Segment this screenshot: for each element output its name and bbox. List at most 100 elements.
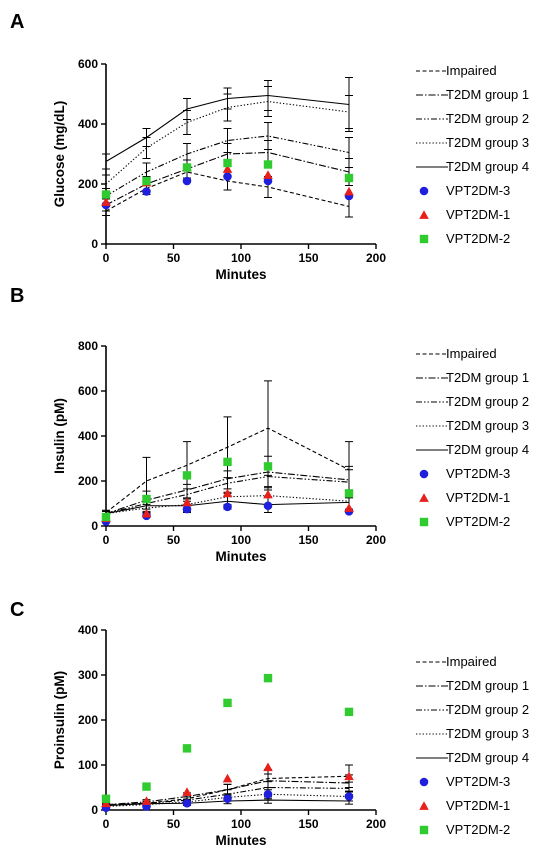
data-point-vpt2dm-3	[263, 176, 273, 186]
x-tick-label-b: 50	[167, 533, 181, 547]
data-point-vpt2dm-3	[142, 187, 151, 196]
data-point-vpt2dm-2	[182, 471, 192, 480]
y-tick-label-c: 200	[78, 713, 98, 727]
legend-marker-vpt2dm-3	[419, 469, 429, 479]
legend-label-vpt2dm-1: VPT2DM-1	[446, 207, 510, 222]
data-point-vpt2dm-3	[263, 789, 273, 799]
data-point-vpt2dm-1	[344, 503, 354, 512]
data-point-vpt2dm-1	[222, 488, 233, 498]
y-tick-label-c: 0	[91, 803, 98, 817]
data-point-vpt2dm-2	[142, 176, 151, 186]
y-axis-title-c: Proinsulin (pM)	[52, 671, 67, 769]
series-line-t2dm-group-2	[105, 475, 350, 515]
data-point-vpt2dm-2	[101, 512, 111, 522]
legend-label-t2dm-group-1: T2DM group 1	[446, 678, 529, 693]
y-axis-title-a: Glucose (mg/dL)	[52, 101, 67, 208]
series-line-t2dm-group-2	[105, 135, 350, 197]
legend-label-impaired: Impaired	[446, 654, 497, 669]
data-point-vpt2dm-3	[223, 502, 232, 512]
legend-label-t2dm-group-3: T2DM group 3	[446, 135, 529, 150]
data-point-vpt2dm-2	[263, 160, 273, 169]
panel-letter-c: C	[10, 599, 24, 621]
x-tick-label-b: 0	[103, 533, 110, 547]
y-tick-label-b: 600	[78, 384, 98, 398]
y-tick-label-a: 0	[91, 237, 98, 251]
legend-label-t2dm-group-2: T2DM group 2	[446, 702, 529, 717]
panel-letter-a: A	[10, 11, 24, 33]
data-point-vpt2dm-2	[344, 173, 354, 183]
series-vpt2dm-2-a	[101, 158, 354, 199]
x-tick-label-c: 200	[366, 817, 386, 831]
legend-a: Impaired T2DM group 1 T2DM group 2 T2DM gro…	[416, 63, 529, 246]
panel-c: C 0 100 200 300 400 0 50 100 150 200 Minutes Proinsu…	[10, 599, 529, 848]
data-point-vpt2dm-3	[182, 504, 192, 514]
data-point-vpt2dm-1	[263, 170, 273, 179]
data-point-vpt2dm-2	[101, 190, 111, 199]
legend-marker-vpt2dm-3	[419, 777, 429, 787]
data-point-vpt2dm-2	[182, 163, 192, 172]
x-axis-title-c: Minutes	[215, 833, 266, 848]
data-point-vpt2dm-1	[263, 489, 273, 499]
legend-label-t2dm-group-4: T2DM group 4	[446, 442, 529, 457]
series-line-t2dm-group-3	[105, 793, 350, 807]
legend-label-vpt2dm-3: VPT2DM-3	[446, 183, 510, 198]
data-point-vpt2dm-2	[223, 698, 232, 708]
legend-label-vpt2dm-1: VPT2DM-1	[446, 490, 510, 505]
x-tick-label-a: 50	[167, 251, 181, 265]
legend-label-vpt2dm-3: VPT2DM-3	[446, 466, 510, 481]
series-line-t2dm-group-1	[105, 151, 350, 206]
x-tick-label-a: 200	[366, 251, 386, 265]
y-tick-label-c: 400	[78, 623, 98, 637]
legend-marker-vpt2dm-1	[419, 493, 429, 502]
panel-letter-b: B	[10, 285, 24, 307]
series-line-t2dm-group-4	[105, 500, 350, 515]
series-line-impaired	[105, 427, 350, 513]
x-axis-title-b: Minutes	[215, 549, 266, 564]
series-vpt2dm-2-b	[101, 457, 354, 522]
y-tick-label-c: 100	[78, 758, 98, 772]
series-line-t2dm-group-3	[105, 495, 350, 515]
data-point-vpt2dm-2	[142, 782, 151, 791]
y-tick-label-b: 200	[78, 474, 98, 488]
x-tick-label-a: 100	[231, 251, 251, 265]
data-point-vpt2dm-1	[141, 796, 152, 805]
data-point-vpt2dm-2	[142, 494, 151, 504]
series-vpt2dm-1-c	[101, 762, 354, 808]
series-line-t2dm-group-1	[105, 780, 350, 806]
legend-marker-vpt2dm-2	[419, 517, 429, 527]
data-point-vpt2dm-2	[344, 489, 354, 498]
data-point-vpt2dm-1	[141, 508, 152, 518]
data-point-vpt2dm-3	[182, 176, 192, 186]
legend-label-t2dm-group-2: T2DM group 2	[446, 394, 529, 409]
data-point-vpt2dm-2	[182, 744, 192, 753]
panel-a: A 0 200 400 600 0 50 100 150 200 Minutes Glucose (m…	[10, 11, 529, 282]
series-line-t2dm-group-1	[105, 471, 350, 515]
x-tick-label-b: 150	[298, 533, 318, 547]
y-tick-label-b: 800	[78, 339, 98, 353]
series-t2dm-group-4-a	[102, 77, 353, 170]
data-point-vpt2dm-1	[344, 771, 354, 781]
legend-b: Impaired T2DM group 1 T2DM group 2 T2DM gro…	[416, 346, 529, 529]
x-tick-label-c: 0	[103, 817, 110, 831]
series-line-impaired	[105, 171, 350, 212]
data-point-vpt2dm-1	[101, 197, 111, 206]
data-point-vpt2dm-2	[223, 457, 232, 467]
data-point-vpt2dm-1	[182, 787, 192, 796]
legend-label-t2dm-group-4: T2DM group 4	[446, 159, 529, 174]
legend-marker-vpt2dm-1	[419, 210, 429, 219]
data-point-vpt2dm-2	[101, 794, 111, 803]
y-tick-label-a: 400	[78, 117, 98, 131]
x-tick-label-b: 100	[231, 533, 251, 547]
x-axis-title-a: Minutes	[215, 267, 266, 282]
series-line-t2dm-group-4	[105, 94, 350, 162]
y-tick-label-b: 400	[78, 429, 98, 443]
y-tick-label-c: 300	[78, 668, 98, 682]
x-tick-label-c: 100	[231, 817, 251, 831]
data-point-vpt2dm-3	[182, 798, 192, 808]
y-axis-title-b: Insulin (pM)	[52, 398, 67, 474]
legend-label-t2dm-group-1: T2DM group 1	[446, 87, 529, 102]
data-point-vpt2dm-3	[223, 794, 232, 804]
y-tick-label-a: 200	[78, 177, 98, 191]
data-point-vpt2dm-3	[344, 792, 354, 801]
